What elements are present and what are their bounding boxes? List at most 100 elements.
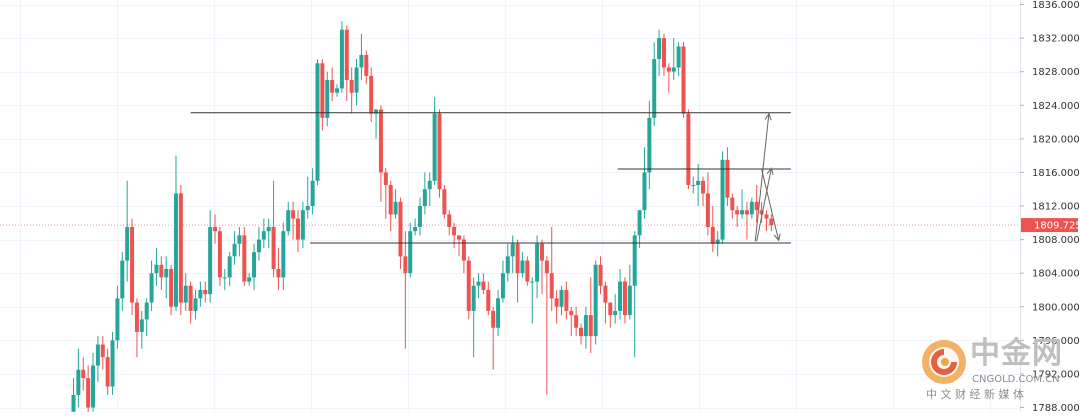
y-tick-label: 1820.000 [1032,134,1080,145]
watermark-domain: CNGOLD.COM.CN [972,374,1060,385]
candle [740,189,745,219]
candle-body [256,239,261,253]
watermark-name: 中金网 [970,336,1063,371]
candle [735,206,740,227]
candle-body [471,285,476,311]
candle-body [486,289,491,311]
candle-body [188,285,193,311]
candle-body [681,46,686,114]
candle [657,29,662,76]
last-price-tag-bg [1021,218,1078,233]
candle-body [744,210,749,215]
candle [374,109,379,139]
candle-body [554,298,559,307]
candle-body [291,210,296,219]
candle [710,206,715,253]
candle-body [671,67,676,72]
candle-body [383,172,388,186]
candle [754,185,759,223]
candle [408,222,413,278]
candle [125,180,130,282]
y-tick-label: 1788.000 [1032,403,1080,412]
candle-body [242,235,247,282]
candle [432,96,437,186]
candle-body [105,357,110,387]
candle [476,273,481,299]
candle [510,235,515,274]
candle-body [593,264,598,337]
candle-body [701,180,706,194]
candles [71,21,774,416]
candle [115,285,120,349]
candle-body [642,172,647,211]
candle-body [466,260,471,311]
candle [647,101,652,190]
candle-body [632,235,637,286]
candle-body [715,239,720,244]
candle [749,197,754,219]
candle [720,151,725,244]
arrow-head [766,167,774,176]
candle-body [320,63,325,118]
watermark-slogan: 中 文 财 经 新 媒 体 [926,388,1024,401]
candle [232,231,237,265]
candle-body [539,243,544,261]
candle [661,33,666,76]
candle-body [705,193,710,227]
candle [339,21,344,93]
candle [583,306,588,349]
candle [598,256,603,295]
candle [291,201,296,240]
candle [701,176,706,206]
candle-body [676,46,681,68]
candle [266,218,271,248]
candle-body [598,264,603,286]
candle-body [481,281,486,290]
candle [486,281,491,316]
candle [461,235,466,274]
price-axis: 1836.000 1832.000 1828.000 1824.000 1820.000… [1020,0,1080,414]
y-tick-label: 1812.000 [1032,202,1080,213]
candle [520,252,525,278]
arrow-head [773,233,781,242]
candle [593,260,598,345]
candle [744,201,749,240]
candle [252,243,257,290]
candle [388,180,393,232]
candle [213,214,218,244]
candle-body [627,285,632,316]
candle-body [125,226,130,261]
candle [588,277,593,353]
candle [305,176,310,219]
candle-body [427,180,432,190]
candle-body [193,298,198,311]
candle-body [520,260,525,274]
candle [559,285,564,316]
candle [159,256,164,290]
candle-body [359,54,364,68]
candle [315,59,320,186]
candle [330,67,335,102]
candle [120,252,125,311]
candle [261,218,266,248]
candle-body [335,88,340,93]
candle [622,277,627,324]
candle-body [222,277,227,279]
candle-body [325,80,330,118]
candle-body [686,113,691,186]
candle [403,231,408,349]
candle-body [720,159,725,240]
candle-body [549,273,554,299]
candle-body [730,197,735,211]
candle-body [608,302,613,316]
candle [105,348,110,395]
candle [618,268,623,320]
candle-body [583,315,588,337]
candle-body [413,226,418,232]
candle-body [169,268,174,307]
candle-body [300,210,305,240]
candle [608,302,613,328]
candle [427,172,432,206]
candle-body [618,281,623,311]
